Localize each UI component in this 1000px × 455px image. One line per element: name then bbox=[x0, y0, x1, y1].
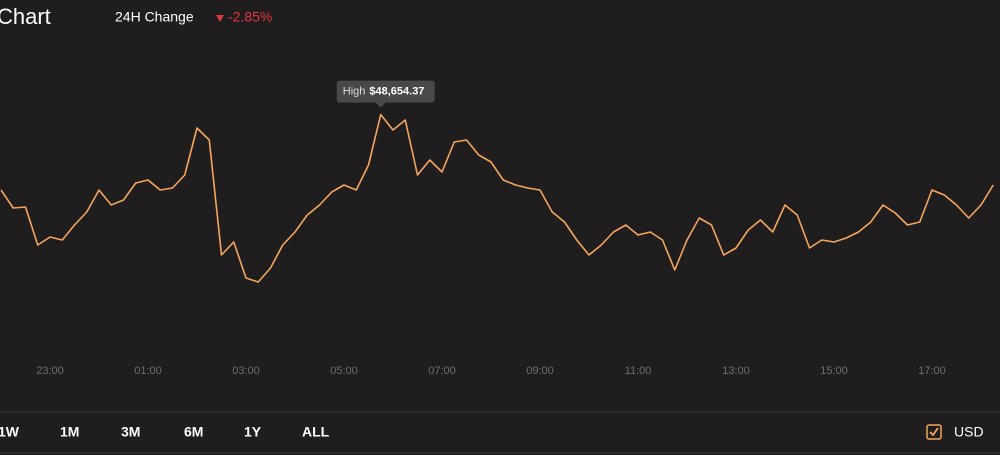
range-button[interactable]: 1W bbox=[0, 424, 20, 440]
tooltip-box bbox=[336, 80, 435, 103]
x-tick-label: 17:00 bbox=[918, 365, 946, 377]
tooltip-text: High $48,654.37 bbox=[343, 85, 425, 97]
x-tick-label: 15:00 bbox=[820, 365, 848, 377]
range-button[interactable]: 6M bbox=[184, 424, 203, 440]
x-tick-label: 11:00 bbox=[625, 365, 652, 377]
high-tooltip: High $48,654.37 bbox=[336, 80, 435, 108]
x-tick-label: 13:00 bbox=[722, 365, 750, 377]
range-button[interactable]: ALL bbox=[302, 424, 330, 440]
range-buttons: 1W 1M 3M 6M 1Y ALL bbox=[0, 424, 330, 440]
x-tick-label: 07:00 bbox=[428, 365, 456, 377]
range-button[interactable]: 3M bbox=[121, 424, 140, 440]
x-tick-label: 05:00 bbox=[330, 365, 358, 377]
price-line bbox=[0, 113, 994, 283]
x-tick-label: 01:00 bbox=[134, 365, 162, 377]
range-button[interactable]: 1Y bbox=[244, 424, 262, 440]
currency-label[interactable]: USD bbox=[954, 424, 984, 440]
tooltip-value: $48,654.37 bbox=[369, 85, 424, 97]
check-mark bbox=[929, 427, 939, 437]
x-tick-label: 03:00 bbox=[232, 365, 260, 377]
change-label: 24H Change bbox=[115, 9, 194, 25]
x-tick-label: 09:00 bbox=[526, 365, 554, 377]
x-tick-label: 23:00 bbox=[36, 365, 64, 377]
down-arrow bbox=[216, 15, 224, 22]
change-value: -2.85% bbox=[228, 9, 272, 25]
tooltip-label: High bbox=[343, 85, 366, 97]
chart-title: Chart bbox=[0, 4, 51, 29]
plot: 23:00 01:00 03:00 05:00 07:00 09:00 11:00 13:00… bbox=[0, 80, 994, 377]
tooltip-pointer bbox=[375, 102, 386, 108]
range-button[interactable]: 1M bbox=[60, 424, 79, 440]
currency-checkbox[interactable] bbox=[926, 424, 942, 440]
